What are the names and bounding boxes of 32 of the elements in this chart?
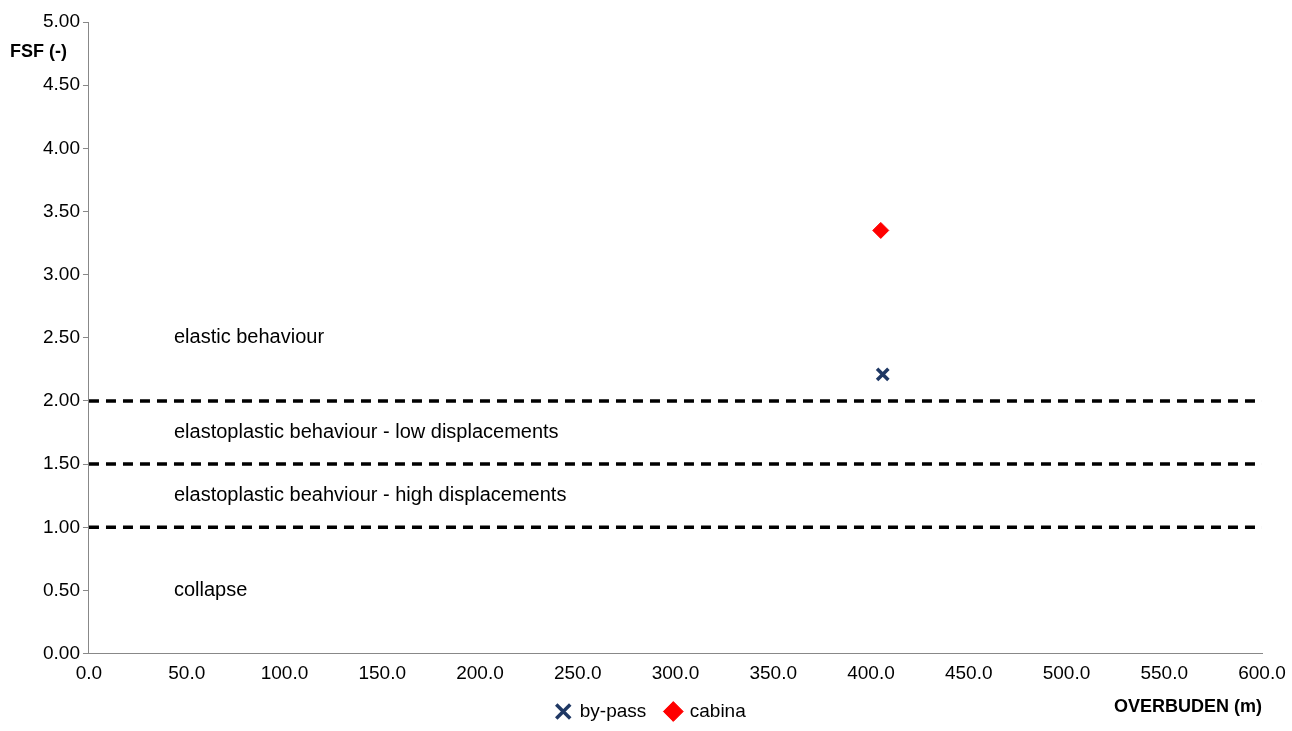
x-tick-label: 550.0 [1140,662,1189,684]
annotation: elastoplastic behaviour - low displacements [173,420,559,443]
x-tick-label: 600.0 [1238,662,1286,684]
y-tick-label: 0.50 [43,578,80,600]
x-tick-label: 250.0 [553,662,602,684]
y-tick-label: 3.00 [43,262,80,284]
y-tick-label: 1.50 [43,452,80,474]
y-tick-label: 5.00 [43,10,80,32]
x-tick-label: 150.0 [358,662,407,684]
y-tick-label: 3.50 [43,199,80,221]
x-tick-label: 450.0 [944,662,993,684]
x-tick-label: 300.0 [651,662,700,684]
y-tick-label: 0.00 [43,641,80,663]
y-axis-title: FSF (-) [10,40,67,61]
x-tick-label: 50.0 [168,662,206,684]
y-tick-label: 1.00 [43,515,80,537]
annotation: elastic behaviour [173,325,325,348]
legend-label: cabina [689,699,747,721]
y-tick-label: 4.50 [43,73,80,95]
x-tick-label: 350.0 [749,662,798,684]
x-tick-label: 100.0 [260,662,309,684]
x-tick-label: 200.0 [456,662,504,684]
x-axis-title: OVERBUDEN (m) [1113,696,1262,717]
x-tick-label: 400.0 [847,662,895,684]
legend-label: by-pass [579,699,647,721]
y-tick-label: 2.00 [43,389,80,411]
x-tick-label: 500.0 [1042,662,1091,684]
annotation: elastoplastic beahviour - high displacements [173,483,567,506]
annotation: collapse [173,577,248,600]
x-tick-label: 0.0 [75,662,103,684]
y-tick-label: 2.50 [43,326,80,348]
y-tick-label: 4.00 [43,136,80,158]
